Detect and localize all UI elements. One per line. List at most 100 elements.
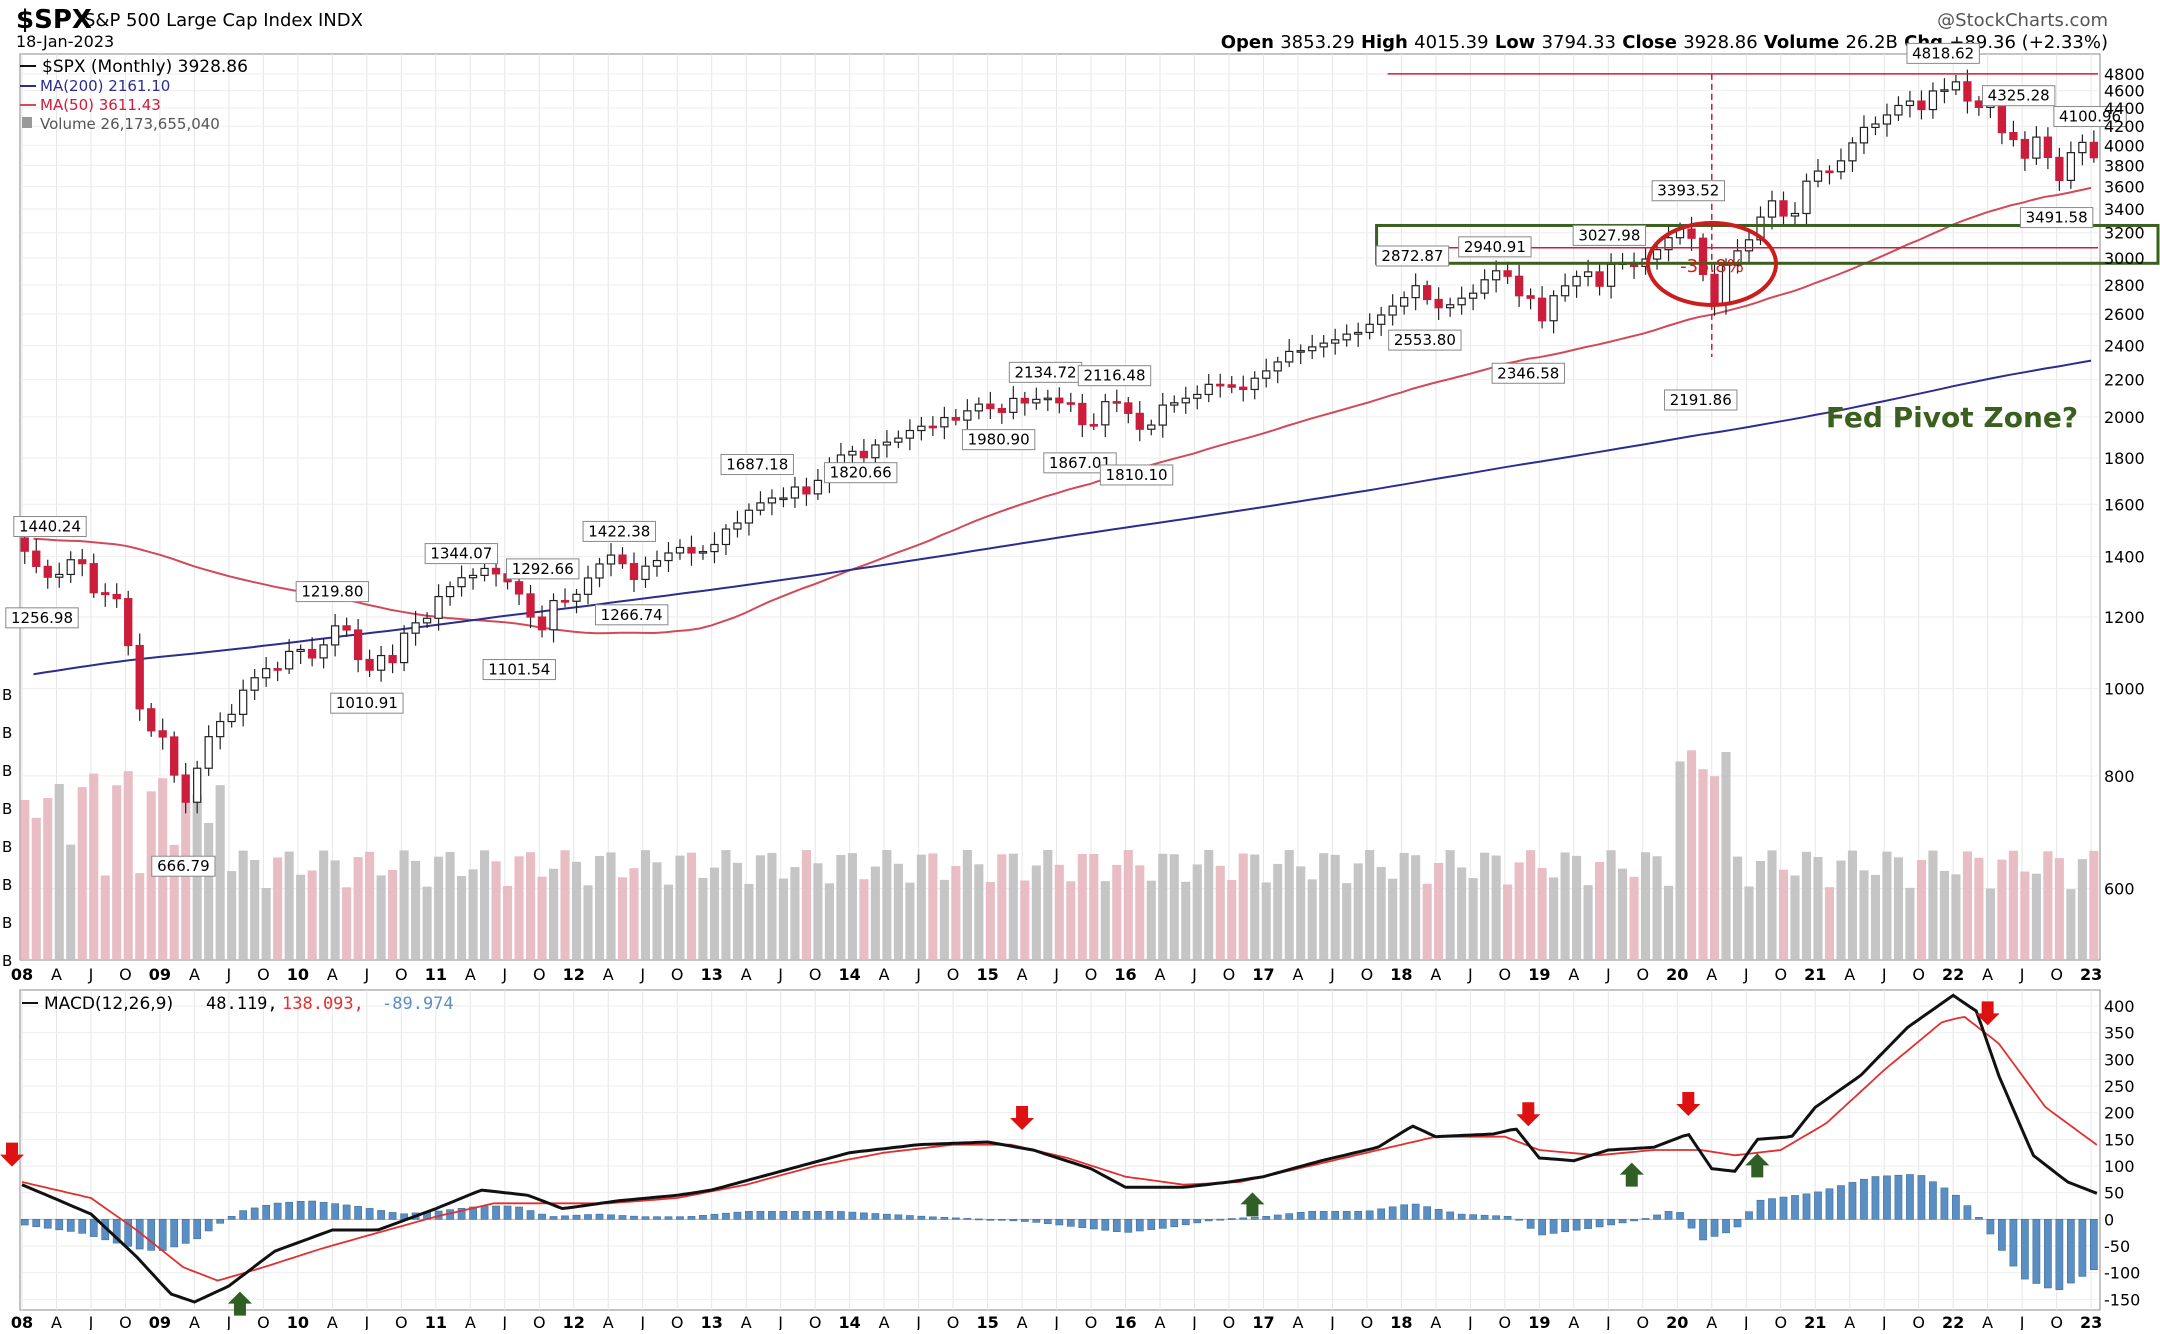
- macd-histogram-bar: [745, 1211, 753, 1220]
- volume-bar: [1146, 880, 1156, 960]
- macd-histogram-bar: [1227, 1218, 1236, 1220]
- ohlc-label: High: [1355, 32, 1414, 53]
- macd-histogram-bar: [365, 1208, 374, 1220]
- macd-histogram-bar: [55, 1219, 64, 1231]
- y-tick-label: 1600: [2104, 495, 2145, 514]
- macd-histogram-bar: [676, 1216, 684, 1220]
- macd-histogram-bar: [1791, 1195, 1799, 1220]
- ohlc-label: Open: [1221, 32, 1280, 53]
- candle-down: [1020, 397, 1029, 404]
- x-tick-label-macd: O: [947, 1313, 960, 1330]
- ohlc-value: 3928.86: [1683, 32, 1757, 53]
- candle-down: [1422, 285, 1432, 301]
- volume-bar: [77, 787, 87, 960]
- volume-bar: [1123, 850, 1133, 960]
- macd-histogram-bar: [1457, 1213, 1466, 1220]
- annotation-box: [582, 520, 656, 542]
- candle-up: [813, 479, 823, 495]
- volume-bar: [1342, 883, 1352, 960]
- volume-bar: [2066, 889, 2076, 960]
- volume-bar: [1020, 880, 1030, 960]
- candle-down: [353, 629, 363, 661]
- macd-y-tick-label: -150: [2104, 1290, 2140, 1309]
- x-tick-label-macd: 20: [1666, 1313, 1688, 1330]
- macd-histogram-bar: [1814, 1191, 1822, 1220]
- volume-bar: [1905, 887, 1915, 960]
- candle-down: [158, 730, 167, 738]
- macd-histogram-bar: [526, 1210, 535, 1220]
- x-tick-label-macd: O: [1361, 1313, 1374, 1330]
- candle-up: [1836, 160, 1846, 173]
- macd-histogram-bar: [1618, 1219, 1627, 1224]
- volume-bar: [1537, 868, 1547, 960]
- annotation-box: [1981, 85, 2056, 107]
- x-tick-label: J: [1467, 965, 1473, 984]
- volume-bar: [43, 798, 53, 960]
- volume-bar: [1008, 853, 1018, 960]
- annotation-label: 1687.18: [726, 456, 788, 474]
- candle-up: [445, 586, 455, 598]
- candle-up: [1147, 424, 1156, 430]
- x-tick-label: O: [1637, 965, 1650, 984]
- candle-up: [1733, 250, 1742, 266]
- macd-histogram-bar: [1147, 1219, 1156, 1230]
- macd-histogram-bar: [1526, 1219, 1535, 1229]
- macd-histogram-bar: [733, 1211, 742, 1220]
- macd-histogram-bar: [1469, 1214, 1477, 1220]
- candle-up: [744, 509, 754, 524]
- macd-histogram-bar: [1135, 1219, 1144, 1232]
- volume-bar: [227, 871, 237, 960]
- annotation-label: 2116.48: [1083, 367, 1145, 385]
- macd-histogram-bar: [469, 1206, 477, 1220]
- macd-histogram-bar: [1779, 1196, 1788, 1220]
- x-tick-label: 17: [1252, 965, 1274, 984]
- candle-up: [1411, 285, 1420, 299]
- macd-y-tick-label: -100: [2104, 1264, 2140, 1283]
- volume-bar: [146, 791, 156, 960]
- candle-up: [882, 441, 892, 446]
- macd-histogram-bar: [1768, 1198, 1776, 1220]
- x-tick-label: 13: [701, 965, 723, 984]
- macd-histogram-bar: [2021, 1219, 2029, 1280]
- volume-bar: [1399, 852, 1409, 960]
- volume-bar: [686, 852, 697, 960]
- volume-bar: [1031, 865, 1041, 960]
- macd-histogram-bar: [779, 1211, 788, 1220]
- macd-histogram-bar: [285, 1201, 293, 1220]
- x-tick-label: J: [1053, 965, 1059, 984]
- candle-up: [698, 550, 708, 554]
- volume-bar: [1411, 855, 1421, 960]
- candle-down: [1434, 298, 1443, 309]
- annotation-label: 1422.38: [588, 522, 650, 540]
- macd-histogram-bar: [308, 1200, 316, 1220]
- macd-histogram-bar: [1952, 1194, 1960, 1220]
- macd-histogram-bar: [1963, 1205, 1972, 1220]
- macd-histogram-bar: [618, 1215, 627, 1220]
- volume-bar: [1353, 863, 1363, 960]
- x-tick-label-macd: J: [1329, 1313, 1335, 1330]
- candle-up: [1756, 216, 1765, 241]
- macd-histogram-bar: [837, 1211, 845, 1220]
- y-tick-label: 1800: [2104, 449, 2145, 468]
- price-grid: [19, 53, 2101, 1311]
- candle-down: [147, 708, 156, 732]
- candle-down: [1055, 397, 1064, 404]
- volume-bar: [1847, 850, 1858, 960]
- volume-bar: [790, 867, 800, 960]
- x-tick-label: O: [947, 965, 960, 984]
- annotation-box: [13, 516, 87, 538]
- candle-up: [1308, 346, 1317, 352]
- volume-bar: [1698, 769, 1708, 960]
- volume-bar: [514, 856, 524, 960]
- candle-up: [1848, 142, 1857, 162]
- volume-bar: [1284, 850, 1294, 960]
- volume-bar: [939, 879, 949, 960]
- ohlc-label: Low: [1489, 32, 1542, 53]
- macd-histogram-bar: [193, 1219, 202, 1240]
- volume-bar: [1813, 856, 1823, 960]
- macd-histogram-bar: [1480, 1214, 1489, 1220]
- candle-up: [411, 622, 420, 634]
- volume-bar: [1767, 850, 1777, 960]
- volume-bar: [1135, 865, 1145, 960]
- macd-histogram-bar: [124, 1219, 133, 1247]
